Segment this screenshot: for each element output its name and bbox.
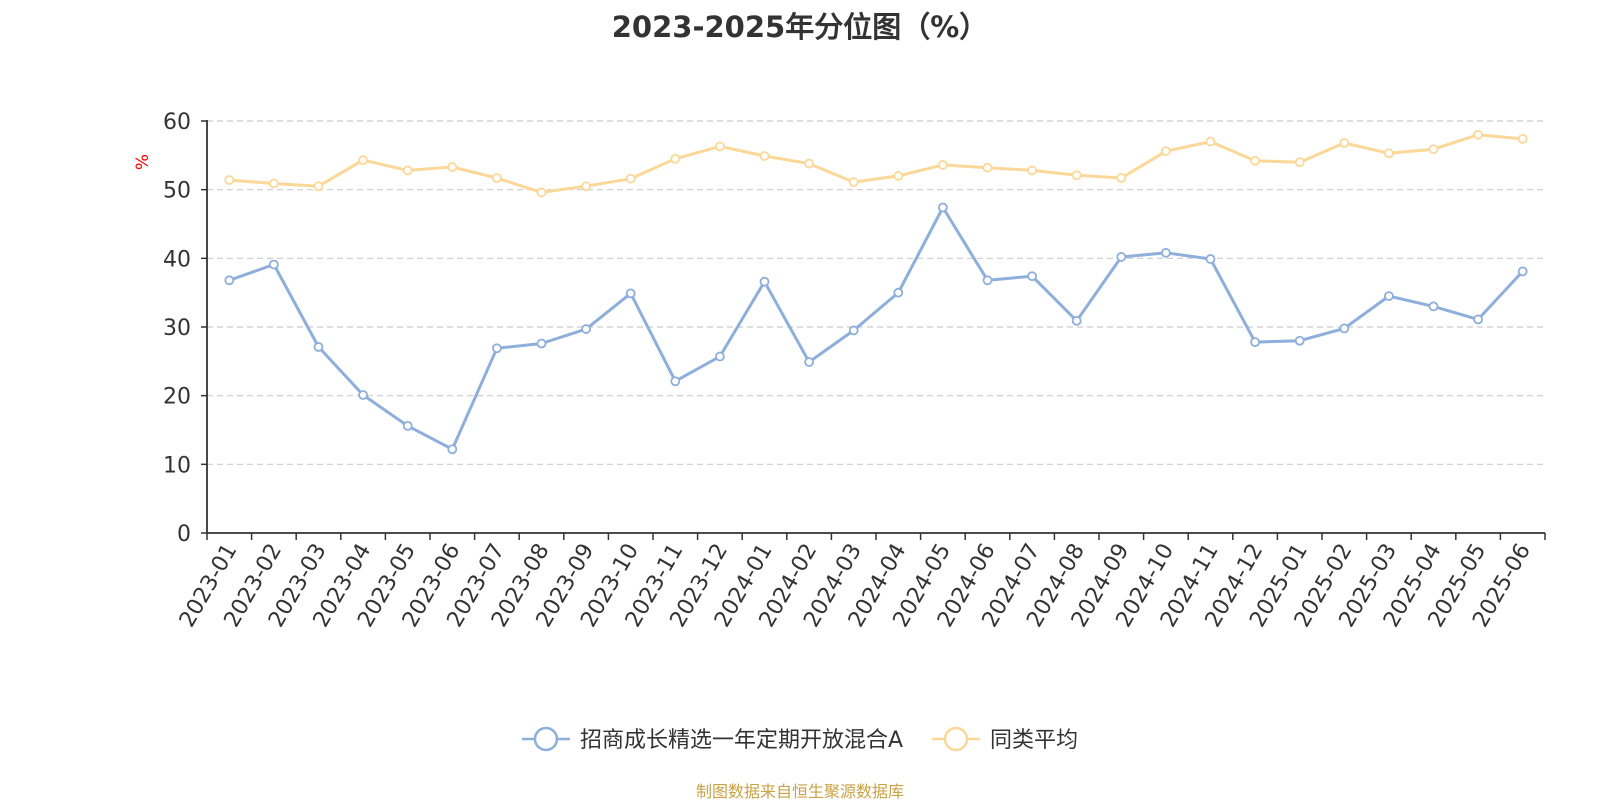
series-point-0 bbox=[625, 288, 636, 299]
series-point-1 bbox=[893, 171, 904, 181]
series-point-0 bbox=[313, 342, 324, 352]
series-point-1 bbox=[1473, 129, 1483, 140]
series-point-0 bbox=[224, 275, 235, 286]
series-point-0 bbox=[1250, 337, 1260, 348]
y-tick-label: 50 bbox=[163, 179, 191, 204]
series-point-1 bbox=[1339, 138, 1350, 148]
series-point-1 bbox=[982, 162, 993, 173]
y-tick-label: 20 bbox=[163, 385, 191, 410]
series-point-1 bbox=[1384, 148, 1394, 159]
series-point-0 bbox=[1205, 254, 1216, 264]
series-line-0 bbox=[228, 206, 1524, 451]
series-point-1 bbox=[313, 181, 324, 192]
series-point-0 bbox=[1473, 314, 1483, 325]
series-point-1 bbox=[715, 141, 725, 152]
series-point-1 bbox=[1517, 133, 1528, 144]
series-point-1 bbox=[1205, 136, 1216, 147]
series-point-1 bbox=[491, 173, 502, 183]
series-point-1 bbox=[1294, 157, 1305, 168]
y-tick-label: 60 bbox=[163, 110, 191, 135]
series-point-0 bbox=[759, 276, 770, 287]
series-point-0 bbox=[1384, 291, 1394, 302]
series-line-1 bbox=[229, 133, 1523, 194]
series-point-1 bbox=[402, 165, 413, 176]
series-point-1 bbox=[625, 173, 636, 184]
series-point-1 bbox=[268, 178, 279, 189]
series-point-1 bbox=[224, 175, 235, 185]
y-axis-label: % bbox=[133, 154, 153, 170]
series-point-1 bbox=[938, 160, 948, 170]
series-point-0 bbox=[491, 343, 502, 354]
series-point-0 bbox=[581, 324, 591, 334]
series-point-0 bbox=[358, 390, 369, 400]
series-point-1 bbox=[848, 177, 859, 188]
series-point-0 bbox=[893, 287, 904, 298]
series-point-0 bbox=[670, 376, 681, 387]
series-point-0 bbox=[1294, 335, 1305, 346]
series-point-0 bbox=[536, 338, 547, 349]
series-point-0 bbox=[1339, 323, 1350, 334]
series-point-0 bbox=[402, 420, 413, 431]
series-point-1 bbox=[1161, 146, 1171, 157]
series-point-0 bbox=[268, 259, 279, 270]
series-point-1 bbox=[447, 162, 458, 172]
legend-item-1[interactable]: 同类平均 bbox=[932, 726, 1078, 753]
series-point-0 bbox=[848, 325, 859, 336]
series-point-0 bbox=[447, 444, 458, 455]
series-point-1 bbox=[1116, 173, 1127, 183]
y-tick-label: 40 bbox=[163, 247, 191, 272]
data-source-note: 制图数据来自恒生聚源数据库 bbox=[695, 782, 904, 801]
series-point-1 bbox=[1027, 165, 1037, 176]
legend[interactable]: 招商成长精选一年定期开放混合A 同类平均 bbox=[521, 726, 1078, 753]
legend-label: 同类平均 bbox=[990, 728, 1078, 753]
grid-lines bbox=[207, 120, 1545, 465]
legend-label: 招商成长精选一年定期开放混合A bbox=[580, 728, 903, 753]
axes: 0102030405060%2023-012023-022023-032023-… bbox=[133, 110, 1546, 632]
series-point-1 bbox=[759, 151, 770, 161]
y-tick-label: 30 bbox=[163, 316, 191, 341]
series-point-1 bbox=[804, 158, 814, 169]
series-point-1 bbox=[1428, 144, 1439, 155]
series-point-0 bbox=[1161, 247, 1171, 258]
series-point-0 bbox=[1116, 252, 1127, 262]
series-point-1 bbox=[581, 181, 591, 192]
series-point-0 bbox=[1027, 271, 1037, 282]
series-point-0 bbox=[715, 351, 725, 362]
series-point-0 bbox=[938, 202, 948, 213]
legend-marker bbox=[533, 726, 559, 752]
series-point-0 bbox=[1517, 266, 1528, 277]
y-tick-label: 0 bbox=[177, 522, 191, 547]
chart-title: 2023-2025年分位图（%） bbox=[611, 10, 989, 44]
series-point-0 bbox=[1071, 315, 1082, 326]
series-point-1 bbox=[536, 187, 547, 198]
series bbox=[224, 129, 1528, 455]
series-point-1 bbox=[358, 155, 369, 166]
legend-item-0[interactable]: 招商成长精选一年定期开放混合A bbox=[521, 726, 903, 753]
legend-marker bbox=[943, 726, 969, 752]
series-point-1 bbox=[670, 153, 681, 164]
series-point-0 bbox=[1428, 301, 1439, 312]
series-point-1 bbox=[1250, 155, 1260, 166]
series-point-1 bbox=[1071, 170, 1082, 181]
series-point-0 bbox=[804, 357, 814, 367]
series-point-0 bbox=[982, 275, 993, 286]
y-tick-label: 10 bbox=[163, 453, 191, 478]
